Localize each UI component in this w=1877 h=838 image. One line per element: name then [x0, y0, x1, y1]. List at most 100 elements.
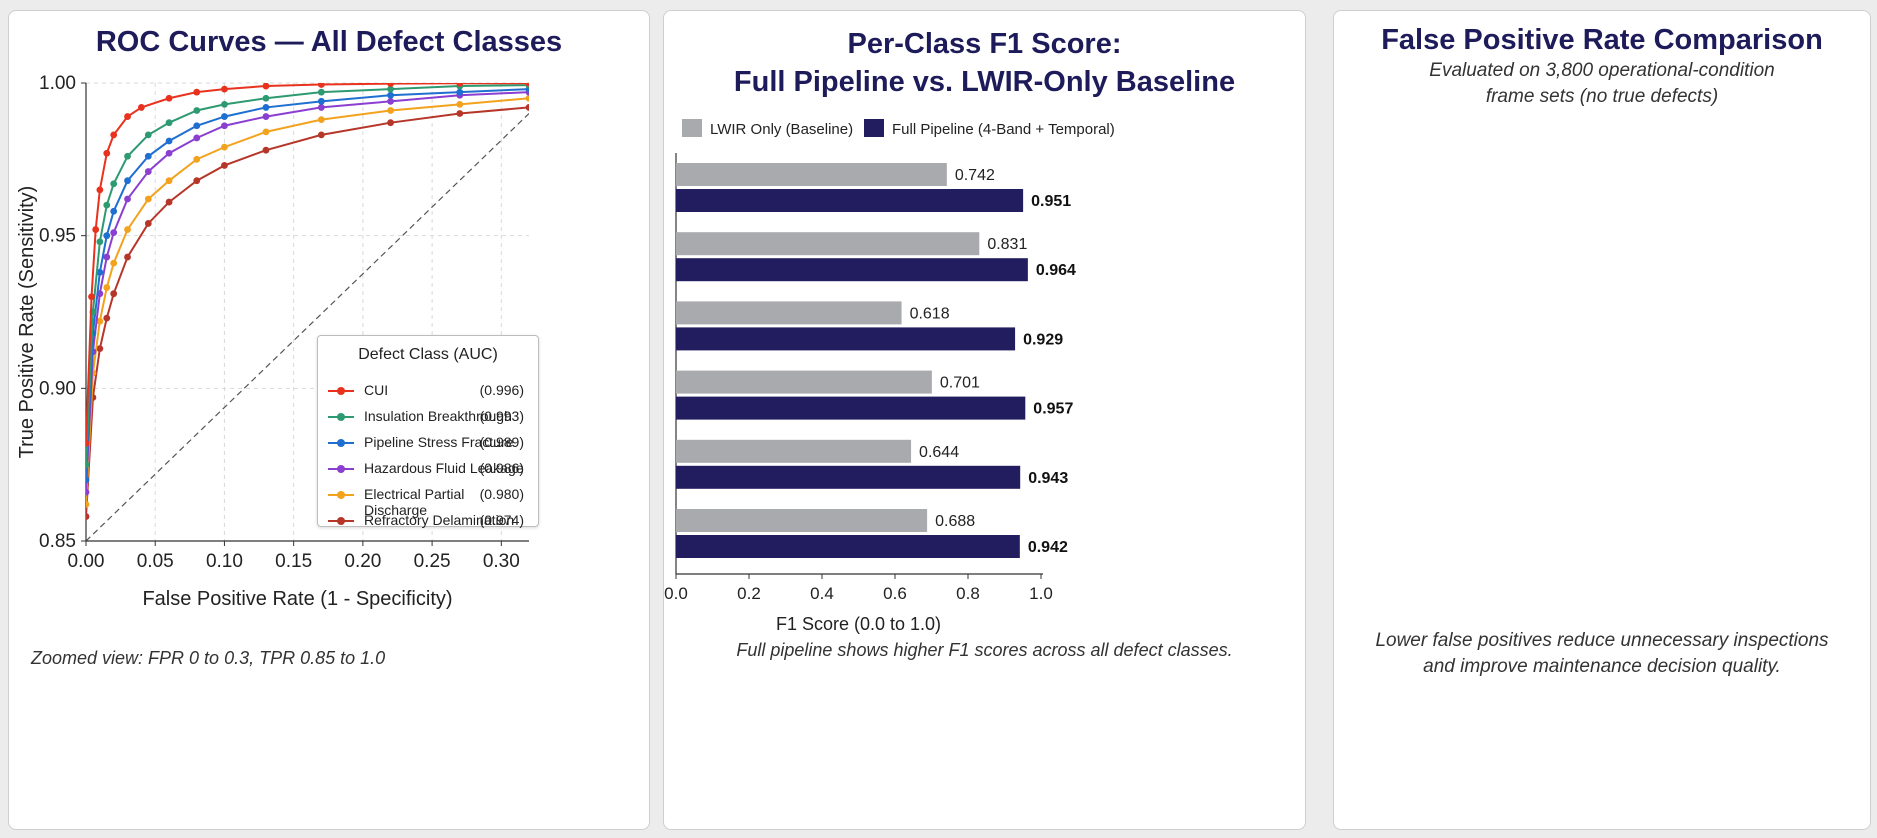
roc-series-point — [317, 97, 325, 105]
roc-series-point — [525, 104, 529, 111]
f1-bar-full — [676, 396, 1026, 420]
f1-x-tick-label: 1.0 — [1029, 584, 1053, 603]
roc-legend-swatch — [328, 413, 354, 421]
roc-series-point — [103, 232, 111, 240]
roc-title: ROC Curves — All Defect Classes — [95, 26, 563, 58]
roc-series-point — [144, 220, 152, 227]
f1-note: Full pipeline shows higher F1 scores acr… — [736, 640, 1233, 660]
roc-series-point — [124, 177, 131, 185]
roc-series-point — [193, 107, 201, 114]
f1-bar-baseline — [676, 509, 928, 532]
f1-chart: LWIR Only (Baseline) Full Pipeline (4-Ban… — [664, 119, 1115, 634]
roc-x-tick-label: 0.00 — [68, 551, 105, 572]
roc-series-point — [86, 513, 90, 520]
roc-legend-swatch — [328, 517, 354, 525]
roc-series-point — [124, 113, 131, 120]
roc-series-point — [317, 116, 325, 124]
f1-bar-baseline — [676, 439, 912, 463]
f1-bar-label-full: 0.942 — [1028, 539, 1068, 556]
roc-legend-item: CUI (0.996) — [328, 380, 528, 402]
roc-chart: 0.00 0.05 0.10 0.15 0.20 0.25 0.30 0.85 0.90 0.95… — [16, 73, 529, 610]
roc-series-point — [456, 100, 464, 108]
roc-series-point — [525, 83, 529, 87]
fpr-note-line1: Lower false positives reduce unnecessary… — [1375, 630, 1829, 651]
roc-series-point — [144, 131, 152, 139]
roc-legend-marker — [337, 491, 345, 499]
roc-legend: Defect Class (AUC) CUI (0.996) Insulation … — [317, 335, 539, 528]
roc-y-axis-label: True Positive Rate (Sensitivity) — [16, 186, 38, 459]
roc-legend-item: Pipeline Stress Fracture (0.989) — [328, 432, 528, 454]
roc-series-point — [86, 461, 90, 469]
f1-bar-label-full: 0.943 — [1028, 470, 1068, 487]
f1-bar-label-full: 0.964 — [1036, 262, 1076, 279]
f1-legend-swatch-full — [864, 119, 884, 137]
roc-x-tick-label: 0.30 — [483, 551, 520, 572]
roc-panel: ROC Curves — All Defect Classes 0.00 0.05… — [8, 10, 650, 830]
roc-diagonal-reference — [86, 113, 529, 541]
fpr-panel: False Positive Rate Comparison Evaluated… — [1333, 10, 1871, 830]
roc-series-point — [110, 131, 118, 139]
f1-title-line1: Per-Class F1 Score: — [847, 28, 1122, 60]
roc-series-point — [96, 268, 104, 276]
roc-series-point — [456, 110, 464, 117]
f1-x-tick-label: 0.4 — [810, 584, 834, 603]
roc-series-point — [317, 104, 325, 111]
f1-title-line2: Full Pipeline vs. LWIR-Only Baseline — [733, 66, 1236, 98]
roc-x-tick-label: 0.20 — [344, 551, 381, 572]
roc-series-point — [110, 259, 118, 267]
roc-series-point — [387, 107, 394, 114]
f1-bar-label-baseline: 0.644 — [919, 444, 959, 461]
f1-bar-full — [676, 327, 1016, 351]
fpr-subtitle-line2: frame sets (no true defects) — [1485, 86, 1719, 107]
roc-series-point — [456, 83, 464, 87]
roc-legend-auc: (0.974) — [479, 512, 524, 528]
roc-series-point — [144, 195, 152, 203]
roc-legend-auc: (0.996) — [479, 382, 524, 398]
roc-series-point — [137, 104, 145, 111]
f1-bar-label-baseline: 0.831 — [987, 236, 1027, 253]
roc-series-point — [387, 83, 394, 88]
roc-series-point — [221, 85, 228, 93]
roc-series-point — [103, 149, 111, 157]
roc-legend-item: Electrical Partial Discharge (0.980) — [328, 484, 528, 518]
roc-series-point — [193, 177, 201, 185]
roc-legend-marker — [337, 439, 345, 447]
roc-y-tick-label: 0.95 — [39, 226, 76, 247]
roc-series-point — [193, 155, 201, 163]
roc-series-point — [110, 229, 118, 237]
fpr-title: False Positive Rate Comparison — [1381, 24, 1823, 56]
roc-legend-marker — [337, 413, 345, 421]
f1-bar-full — [676, 465, 1021, 489]
roc-series-point — [92, 226, 100, 233]
roc-series-point — [86, 500, 90, 508]
roc-series-point — [317, 131, 325, 139]
roc-series-point — [88, 293, 95, 301]
roc-series-point — [221, 113, 228, 120]
roc-legend-auc: (0.989) — [479, 434, 524, 450]
f1-legend-swatch-baseline — [682, 119, 702, 137]
roc-legend-title: Defect Class (AUC) — [358, 346, 498, 363]
roc-legend-auc: (0.986) — [479, 460, 524, 476]
roc-series-point — [110, 207, 118, 215]
f1-bar-label-full: 0.929 — [1023, 331, 1063, 348]
roc-series-point — [262, 94, 270, 102]
roc-series-point — [124, 253, 131, 261]
roc-series-point — [387, 91, 394, 99]
roc-legend-label: Insulation Breakthrough — [364, 408, 512, 424]
f1-bar-label-full: 0.957 — [1033, 401, 1073, 418]
roc-x-tick-label: 0.10 — [206, 551, 243, 572]
f1-bar-label-baseline: 0.618 — [910, 305, 950, 322]
roc-series-point — [221, 100, 228, 108]
roc-legend-marker — [337, 387, 345, 395]
f1-bar-label-baseline: 0.742 — [955, 167, 995, 184]
roc-series-point — [221, 143, 228, 151]
f1-bar-label-full: 0.951 — [1031, 193, 1071, 210]
roc-series-point — [317, 88, 325, 96]
roc-legend-swatch — [328, 465, 354, 473]
roc-series-point — [262, 113, 270, 120]
roc-series-point — [193, 134, 201, 142]
fpr-note-line2: and improve maintenance decision quality… — [1423, 656, 1781, 677]
roc-series-point — [110, 180, 118, 188]
roc-series-point — [144, 152, 152, 160]
roc-series-point — [262, 146, 270, 154]
